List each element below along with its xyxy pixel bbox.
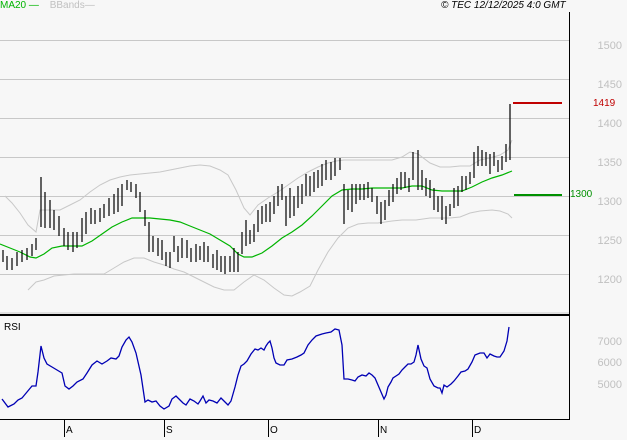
bbands-swatch-icon: — [84,0,95,11]
x-label-nov: N [380,425,388,436]
rsi-y-label-50: 5000 [597,379,622,391]
rsi-panel-title: RSI [4,322,21,333]
price-bars [2,104,511,274]
ma20-line [0,170,513,259]
x-label-aug: A [66,425,73,436]
chart-legend: MA20 — BBands— [0,0,95,12]
x-label-oct: O [270,425,278,436]
y-label-1350: 1350 [597,157,622,169]
y-label-1300: 1300 [597,196,622,208]
support-label: 1300 [570,189,593,200]
ma20-swatch-icon: — [28,0,39,11]
rsi-y-label-70: 7000 [597,336,622,348]
y-label-1500: 1500 [597,40,622,52]
copyright-timestamp: © TEC 12/12/2025 4:0 GMT [441,0,566,11]
resistance-label: 1419 [593,98,616,109]
price-gridlines [0,40,569,314]
y-label-1250: 1250 [597,235,622,247]
legend-ma20: MA20 — [0,0,39,11]
bbands-upper-line [4,139,513,233]
x-label-sep: S [166,425,173,436]
y-label-1450: 1450 [597,79,622,91]
y-label-1400: 1400 [597,118,622,130]
rsi-line [1,326,510,410]
bbands-lower-line [27,209,513,297]
legend-bbands: BBands— [49,0,95,11]
x-label-dec: D [474,425,482,436]
rsi-y-label-60: 6000 [597,357,622,369]
y-label-1200: 1200 [597,274,622,286]
